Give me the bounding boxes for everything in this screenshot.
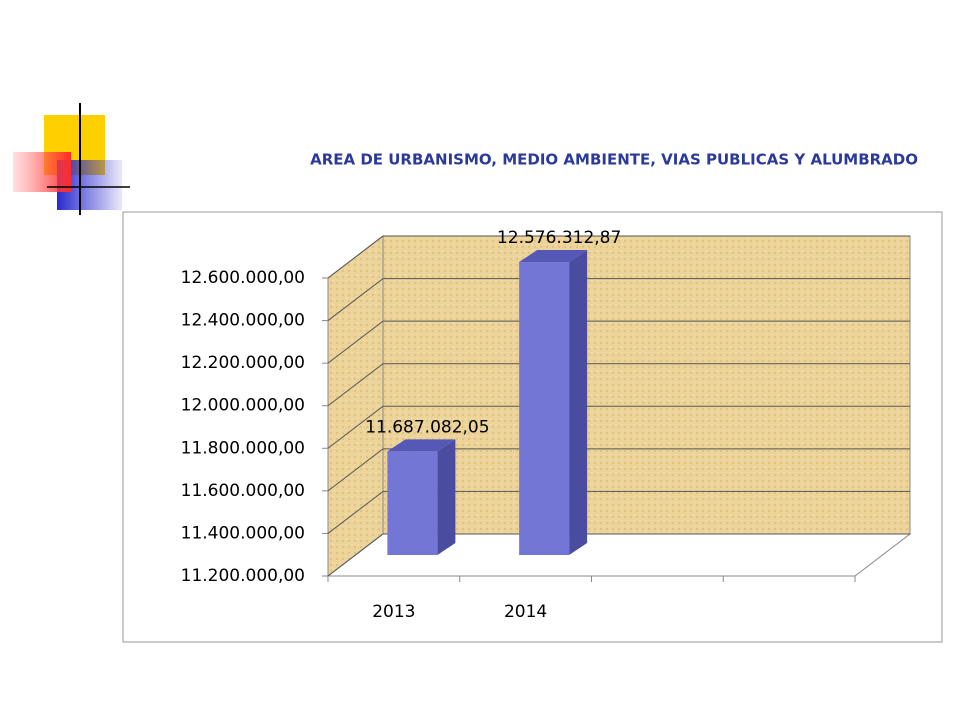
grid-line bbox=[327, 491, 384, 534]
bar-side bbox=[437, 439, 456, 555]
bar bbox=[519, 262, 570, 555]
grid-line bbox=[327, 235, 384, 279]
side-wall bbox=[327, 234, 384, 578]
y-tick-label: 12.400.000,00 bbox=[181, 311, 305, 331]
bar-top bbox=[387, 439, 456, 452]
y-tick-label: 11.600.000,00 bbox=[181, 481, 305, 501]
bar-side bbox=[569, 250, 588, 555]
grid-line bbox=[327, 363, 384, 407]
bar bbox=[387, 451, 438, 555]
chart-frame bbox=[122, 211, 943, 643]
logo bbox=[13, 103, 130, 215]
y-tick-label: 11.800.000,00 bbox=[181, 438, 305, 458]
grid-line bbox=[327, 533, 384, 577]
y-tick-label: 12.000.000,00 bbox=[181, 396, 305, 416]
y-tick-label: 11.400.000,00 bbox=[181, 523, 305, 543]
grid-line bbox=[327, 278, 384, 321]
y-tick-label: 11.200.000,00 bbox=[181, 566, 305, 586]
back-wall bbox=[382, 235, 911, 535]
value-label: 12.576.312,87 bbox=[497, 228, 621, 248]
grid-line bbox=[327, 448, 384, 492]
value-label: 11.687.082,05 bbox=[365, 417, 489, 437]
x-tick-label: 2014 bbox=[504, 602, 547, 622]
y-tick-label: 12.600.000,00 bbox=[181, 268, 305, 288]
y-tick-label: 12.200.000,00 bbox=[181, 353, 305, 373]
chart-title: AREA DE URBANISMO, MEDIO AMBIENTE, VIAS … bbox=[310, 151, 918, 169]
grid-line bbox=[327, 320, 384, 364]
grid-line bbox=[327, 405, 384, 449]
bar-top bbox=[519, 250, 588, 263]
x-tick-label: 2013 bbox=[372, 602, 415, 622]
